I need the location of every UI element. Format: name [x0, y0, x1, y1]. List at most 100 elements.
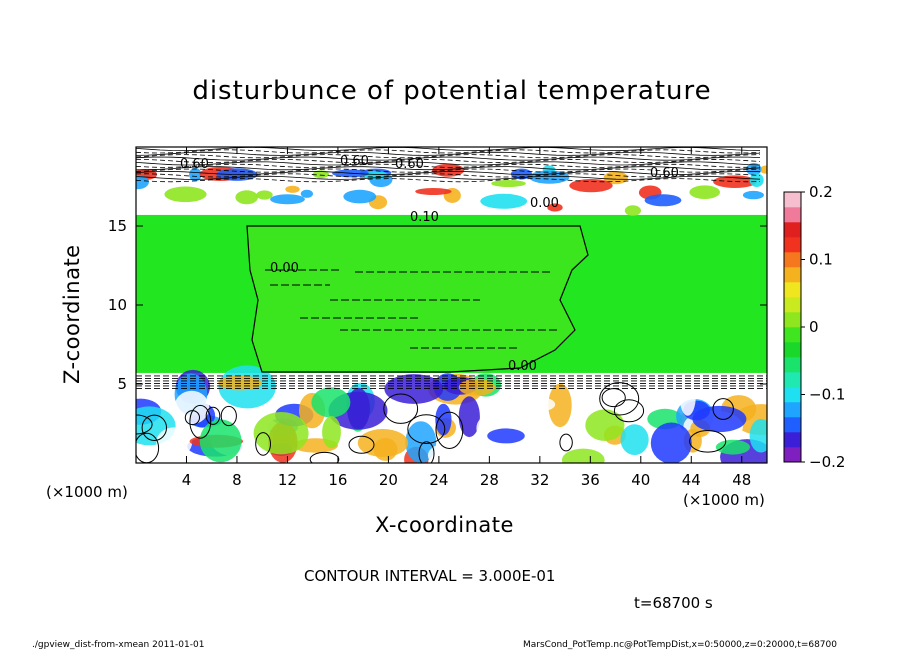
colorbar-swatch	[784, 432, 801, 448]
colorbar: 0.2 0.1 0 −0.1 −0.2	[783, 183, 845, 471]
central-contour	[246, 225, 589, 373]
lower-contour	[383, 393, 419, 424]
contour-label: 0.00	[530, 196, 559, 211]
lower-contour	[348, 435, 375, 454]
upper-blob	[644, 194, 682, 207]
upper-blob	[759, 165, 767, 174]
upper-blob	[312, 170, 329, 179]
lower-blob	[384, 374, 444, 404]
colorbar-swatch	[784, 207, 801, 223]
lower-contour	[418, 441, 435, 463]
lower-blob	[591, 375, 619, 412]
footer-left: ./gpview_dist-from-xmean 2011-01-01	[32, 640, 205, 650]
lower-contour	[613, 399, 645, 423]
upper-contour	[136, 161, 761, 166]
lower-contour	[435, 411, 464, 449]
contour-interval-label: CONTOUR INTERVAL = 3.000E-01	[304, 567, 556, 585]
upper-blob	[547, 203, 563, 212]
contour-label: 0.00	[508, 359, 537, 374]
x-tick-label: 36	[581, 471, 600, 489]
colorbar-swatch	[784, 267, 801, 283]
x-tick-label: 4	[182, 471, 192, 489]
upper-blob	[689, 185, 720, 199]
lower-blob	[620, 424, 649, 455]
upper-blob	[300, 189, 313, 198]
colorbar-swatch	[784, 252, 801, 268]
colorbar-swatch	[784, 327, 801, 343]
upper-contour	[136, 166, 761, 171]
upper-blob	[136, 175, 149, 190]
colorbar-tick-label: 0.2	[809, 183, 833, 201]
lower-blob	[561, 448, 605, 463]
colorbar-swatch	[784, 342, 801, 358]
lower-blob	[498, 403, 532, 433]
lower-contour	[689, 430, 727, 453]
contour-label: 0.00	[270, 261, 299, 276]
contour-label: 0.60	[340, 154, 369, 169]
lower-blob	[458, 396, 480, 438]
x-tick-label: 40	[631, 471, 650, 489]
lower-contour	[205, 406, 221, 425]
colorbar-swatch	[784, 402, 801, 418]
upper-blob	[164, 186, 207, 203]
lower-blob	[650, 422, 692, 463]
lower-blob	[548, 383, 572, 428]
heatmap-field: 0.60 0.60 0.60 0.00 0.60 0.10 0.00 0.00	[136, 147, 767, 463]
upper-contour	[136, 168, 761, 173]
lower-blob	[174, 390, 210, 425]
lower-contour	[255, 432, 272, 456]
upper-blob	[256, 190, 273, 200]
x-tick-label: 24	[429, 471, 448, 489]
upper-blob	[285, 185, 300, 193]
footer-right: MarsCond_PotTemp.nc@PotTempDist,x=0:5000…	[523, 640, 837, 650]
colorbar-swatch	[784, 417, 801, 433]
x-tick-label: 48	[732, 471, 751, 489]
colorbar-tick-label: −0.1	[809, 386, 845, 404]
x-axis: 4 8 12 16 20 24 28 32 36 40 44 48	[182, 147, 751, 489]
upper-blob	[603, 171, 628, 185]
y-tick-label: 10	[108, 296, 127, 314]
colorbar-swatch	[784, 372, 801, 388]
lower-blob	[585, 409, 625, 442]
lower-blob	[199, 419, 242, 463]
upper-blob	[529, 170, 570, 184]
upper-contour	[136, 163, 761, 168]
lower-blob	[253, 412, 309, 455]
lower-blob	[679, 376, 696, 416]
x-tick-label: 12	[278, 471, 297, 489]
colorbar-swatch	[784, 312, 801, 328]
upper-contour	[136, 178, 761, 183]
colorbar-swatch	[784, 447, 801, 463]
colorbar-swatch	[784, 357, 801, 373]
lower-blob	[458, 378, 496, 396]
x-tick-label: 28	[480, 471, 499, 489]
lower-blob	[749, 418, 767, 453]
x-tick-label: 32	[530, 471, 549, 489]
upper-blob	[343, 189, 377, 204]
upper-blob	[480, 193, 528, 209]
colorbar-swatch	[784, 282, 801, 298]
x-tick-label: 20	[379, 471, 398, 489]
lower-contour	[599, 382, 640, 416]
colorbar-swatch	[784, 192, 801, 208]
upper-contour	[136, 151, 761, 156]
lower-blob	[523, 397, 556, 412]
lower-contour	[559, 433, 573, 452]
contour-label: 0.60	[650, 166, 679, 181]
colorbar-swatch	[784, 387, 801, 403]
upper-blob	[415, 188, 452, 195]
contour-label: 0.10	[410, 210, 439, 225]
x-tick-label: 16	[328, 471, 347, 489]
y-tick-label: 15	[108, 217, 127, 235]
lower-blob	[487, 428, 525, 444]
time-label: t=68700 s	[634, 594, 713, 612]
x-unit-left: (×1000 m)	[46, 483, 128, 501]
lower-blob	[715, 439, 751, 455]
lower-contour	[309, 451, 340, 463]
upper-contour	[136, 156, 761, 161]
upper-contour	[136, 147, 761, 152]
lower-blob	[373, 437, 398, 461]
upper-blob	[624, 205, 642, 216]
upper-blob	[189, 167, 202, 182]
